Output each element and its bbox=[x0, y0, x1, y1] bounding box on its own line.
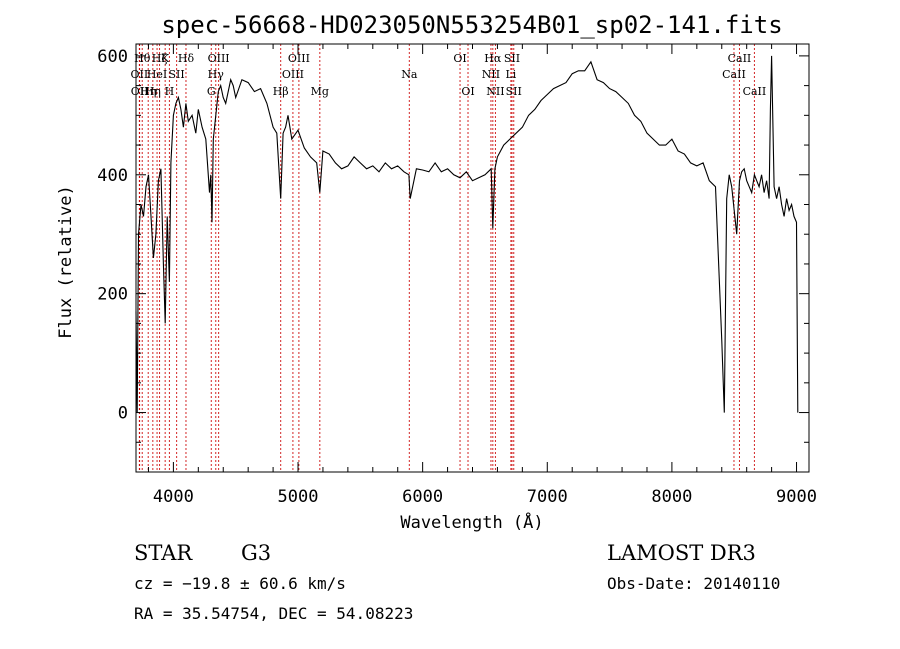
x-tick-label: 8000 bbox=[651, 487, 692, 507]
x-tick-label: 9000 bbox=[776, 487, 817, 507]
spectral-line-label: NII bbox=[486, 85, 504, 98]
spectral-line-label: HeI bbox=[147, 68, 167, 81]
x-tick-label: 6000 bbox=[402, 487, 443, 507]
sky-coordinates: RA = 35.54754, DEC = 54.08223 bbox=[134, 604, 413, 623]
spectral-line-label: CaII bbox=[728, 52, 752, 65]
plot-frame bbox=[135, 43, 810, 473]
spectral-line-label: SII bbox=[506, 85, 522, 98]
survey-name: LAMOST DR3 bbox=[607, 541, 756, 565]
spectral-line-label: Hγ bbox=[208, 68, 225, 81]
spectral-line-label: OIII bbox=[282, 68, 304, 81]
spectral-line-label: G bbox=[207, 85, 216, 98]
y-axis-title: Flux (relative) bbox=[56, 185, 76, 339]
spectral-line-label: Hδ bbox=[178, 52, 195, 65]
spectral-line-label: SII bbox=[504, 52, 520, 65]
spectral-line-label: Hη bbox=[145, 85, 161, 98]
y-tick-label: 200 bbox=[97, 285, 128, 305]
y-tick-label: 600 bbox=[97, 47, 128, 67]
spectral-line-label: Li bbox=[505, 68, 516, 81]
observation-date: Obs-Date: 20140110 bbox=[607, 574, 780, 593]
spectral-line-label: Mg bbox=[311, 85, 329, 98]
x-tick-label: 7000 bbox=[527, 487, 568, 507]
spectral-line-label: Hζ bbox=[152, 52, 168, 65]
spectral-line-label: OIII bbox=[208, 52, 230, 65]
x-tick-label: 4000 bbox=[153, 487, 194, 507]
spectral-line-markers bbox=[138, 44, 755, 472]
spectral-line-label: OI bbox=[461, 85, 474, 98]
spectral-line-label: OIII bbox=[288, 52, 310, 65]
spectral-line-label: K bbox=[161, 52, 170, 65]
spectral-line-label: OII bbox=[131, 85, 149, 98]
spectral-line-label: Hθ bbox=[134, 52, 151, 65]
redshift-velocity: cz = −19.8 ± 60.6 km/s bbox=[134, 574, 346, 593]
spectral-line-label: OI bbox=[453, 52, 466, 65]
spectrum-series-line bbox=[135, 55, 799, 413]
x-axis-title: Wavelength (Å) bbox=[400, 511, 543, 533]
spectral-line-label: H bbox=[165, 85, 175, 98]
object-class: STAR bbox=[134, 541, 193, 565]
spectral-line-label: CaII bbox=[743, 85, 767, 98]
chart-title: spec-56668-HD023050N553254B01_sp02-141.f… bbox=[161, 11, 782, 39]
spectral-subclass: G3 bbox=[241, 541, 271, 565]
spectral-line-label: OII bbox=[131, 68, 149, 81]
y-tick-label: 400 bbox=[97, 166, 128, 186]
spectral-line-label: CaII bbox=[722, 68, 746, 81]
spectral-line-label: Hα bbox=[484, 52, 502, 65]
spectral-line-label: Hβ bbox=[273, 85, 289, 98]
axis-tick-labels: 4000 5000 6000 7000 8000 9000 0 200 400 600 bbox=[97, 47, 817, 507]
spectral-line-label: NII bbox=[482, 68, 500, 81]
spectral-line-label: SII bbox=[169, 68, 185, 81]
y-tick-label: 0 bbox=[118, 404, 128, 424]
spectral-line-label: Na bbox=[401, 68, 418, 81]
spectral-line-label: Hη bbox=[140, 85, 156, 98]
axis-ticks bbox=[136, 44, 809, 473]
x-tick-label: 5000 bbox=[278, 487, 319, 507]
